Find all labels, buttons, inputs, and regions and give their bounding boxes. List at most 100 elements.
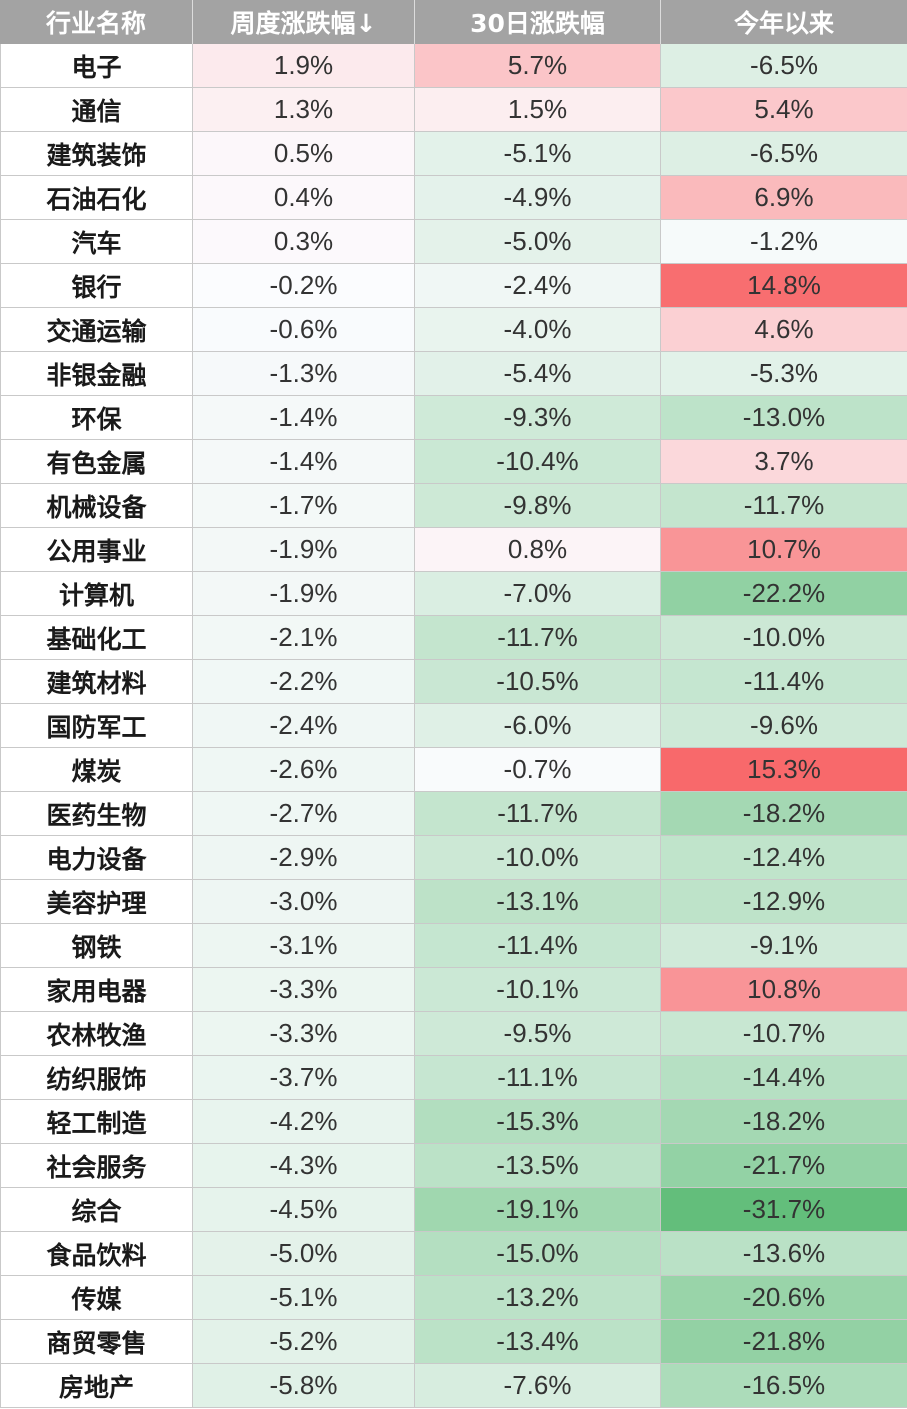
change-30d-cell: -0.7%: [415, 748, 661, 792]
change-30d-cell: -11.7%: [415, 792, 661, 836]
change-30d-cell: -10.0%: [415, 836, 661, 880]
weekly-change-cell: 0.3%: [193, 220, 415, 264]
industry-name-cell: 环保: [0, 396, 193, 440]
industry-name-cell: 电子: [0, 44, 193, 88]
change-30d-cell: 0.8%: [415, 528, 661, 572]
ytd-change-cell: 5.4%: [661, 88, 907, 132]
industry-name-cell: 家用电器: [0, 968, 193, 1012]
ytd-change-cell: -18.2%: [661, 792, 907, 836]
ytd-change-cell: 10.8%: [661, 968, 907, 1012]
change-30d-cell: -5.0%: [415, 220, 661, 264]
ytd-change-cell: -31.7%: [661, 1188, 907, 1232]
industry-name-cell: 电力设备: [0, 836, 193, 880]
change-30d-cell: -5.4%: [415, 352, 661, 396]
industry-name-cell: 石油石化: [0, 176, 193, 220]
change-30d-cell: -11.4%: [415, 924, 661, 968]
industry-name-cell: 房地产: [0, 1364, 193, 1408]
change-30d-cell: -15.0%: [415, 1232, 661, 1276]
ytd-change-cell: 6.9%: [661, 176, 907, 220]
industry-name-cell: 银行: [0, 264, 193, 308]
weekly-change-cell: -1.9%: [193, 572, 415, 616]
industry-name-cell: 交通运输: [0, 308, 193, 352]
industry-name-cell: 非银金融: [0, 352, 193, 396]
ytd-change-cell: 14.8%: [661, 264, 907, 308]
header-industry-name: 行业名称: [0, 0, 193, 44]
change-30d-cell: -13.4%: [415, 1320, 661, 1364]
industry-name-cell: 纺织服饰: [0, 1056, 193, 1100]
ytd-change-cell: -22.2%: [661, 572, 907, 616]
industry-name-cell: 煤炭: [0, 748, 193, 792]
ytd-change-cell: -20.6%: [661, 1276, 907, 1320]
industry-name-cell: 社会服务: [0, 1144, 193, 1188]
change-30d-cell: -15.3%: [415, 1100, 661, 1144]
weekly-change-cell: 1.3%: [193, 88, 415, 132]
ytd-change-cell: -11.4%: [661, 660, 907, 704]
ytd-change-cell: -9.6%: [661, 704, 907, 748]
ytd-change-cell: -1.2%: [661, 220, 907, 264]
weekly-change-cell: -3.0%: [193, 880, 415, 924]
industry-name-cell: 建筑材料: [0, 660, 193, 704]
change-30d-cell: 1.5%: [415, 88, 661, 132]
weekly-change-cell: -2.2%: [193, 660, 415, 704]
ytd-change-cell: -16.5%: [661, 1364, 907, 1408]
industry-name-cell: 医药生物: [0, 792, 193, 836]
industry-name-cell: 传媒: [0, 1276, 193, 1320]
change-30d-cell: -9.5%: [415, 1012, 661, 1056]
ytd-change-cell: 4.6%: [661, 308, 907, 352]
ytd-change-cell: -18.2%: [661, 1100, 907, 1144]
change-30d-cell: -2.4%: [415, 264, 661, 308]
weekly-change-cell: -4.3%: [193, 1144, 415, 1188]
ytd-change-cell: -10.0%: [661, 616, 907, 660]
change-30d-cell: -6.0%: [415, 704, 661, 748]
weekly-change-cell: -1.7%: [193, 484, 415, 528]
change-30d-cell: -10.4%: [415, 440, 661, 484]
change-30d-cell: -13.1%: [415, 880, 661, 924]
change-30d-cell: -4.0%: [415, 308, 661, 352]
weekly-change-cell: -1.3%: [193, 352, 415, 396]
change-30d-cell: -13.2%: [415, 1276, 661, 1320]
industry-name-cell: 美容护理: [0, 880, 193, 924]
industry-name-cell: 钢铁: [0, 924, 193, 968]
change-30d-cell: -4.9%: [415, 176, 661, 220]
weekly-change-cell: 1.9%: [193, 44, 415, 88]
ytd-change-cell: -5.3%: [661, 352, 907, 396]
change-30d-cell: -9.3%: [415, 396, 661, 440]
ytd-change-cell: -21.7%: [661, 1144, 907, 1188]
change-30d-cell: -9.8%: [415, 484, 661, 528]
change-30d-cell: -5.1%: [415, 132, 661, 176]
header-30d-change: 30日涨跌幅: [415, 0, 661, 44]
weekly-change-cell: -1.4%: [193, 396, 415, 440]
ytd-change-cell: -13.0%: [661, 396, 907, 440]
industry-name-cell: 通信: [0, 88, 193, 132]
industry-name-cell: 公用事业: [0, 528, 193, 572]
industry-name-cell: 农林牧渔: [0, 1012, 193, 1056]
industry-name-cell: 计算机: [0, 572, 193, 616]
ytd-change-cell: 10.7%: [661, 528, 907, 572]
weekly-change-cell: -3.3%: [193, 1012, 415, 1056]
industry-name-cell: 有色金属: [0, 440, 193, 484]
industry-name-cell: 基础化工: [0, 616, 193, 660]
ytd-change-cell: -10.7%: [661, 1012, 907, 1056]
change-30d-cell: 5.7%: [415, 44, 661, 88]
change-30d-cell: -10.1%: [415, 968, 661, 1012]
ytd-change-cell: -14.4%: [661, 1056, 907, 1100]
ytd-change-cell: 15.3%: [661, 748, 907, 792]
weekly-change-cell: -5.1%: [193, 1276, 415, 1320]
weekly-change-cell: -5.2%: [193, 1320, 415, 1364]
change-30d-cell: -7.0%: [415, 572, 661, 616]
weekly-change-cell: -2.6%: [193, 748, 415, 792]
ytd-change-cell: -6.5%: [661, 44, 907, 88]
weekly-change-cell: -0.6%: [193, 308, 415, 352]
change-30d-cell: -7.6%: [415, 1364, 661, 1408]
ytd-change-cell: -21.8%: [661, 1320, 907, 1364]
industry-name-cell: 轻工制造: [0, 1100, 193, 1144]
weekly-change-cell: -3.7%: [193, 1056, 415, 1100]
ytd-change-cell: -13.6%: [661, 1232, 907, 1276]
weekly-change-cell: -2.9%: [193, 836, 415, 880]
change-30d-cell: -10.5%: [415, 660, 661, 704]
ytd-change-cell: 3.7%: [661, 440, 907, 484]
industry-name-cell: 综合: [0, 1188, 193, 1232]
weekly-change-cell: -0.2%: [193, 264, 415, 308]
weekly-change-cell: -1.9%: [193, 528, 415, 572]
